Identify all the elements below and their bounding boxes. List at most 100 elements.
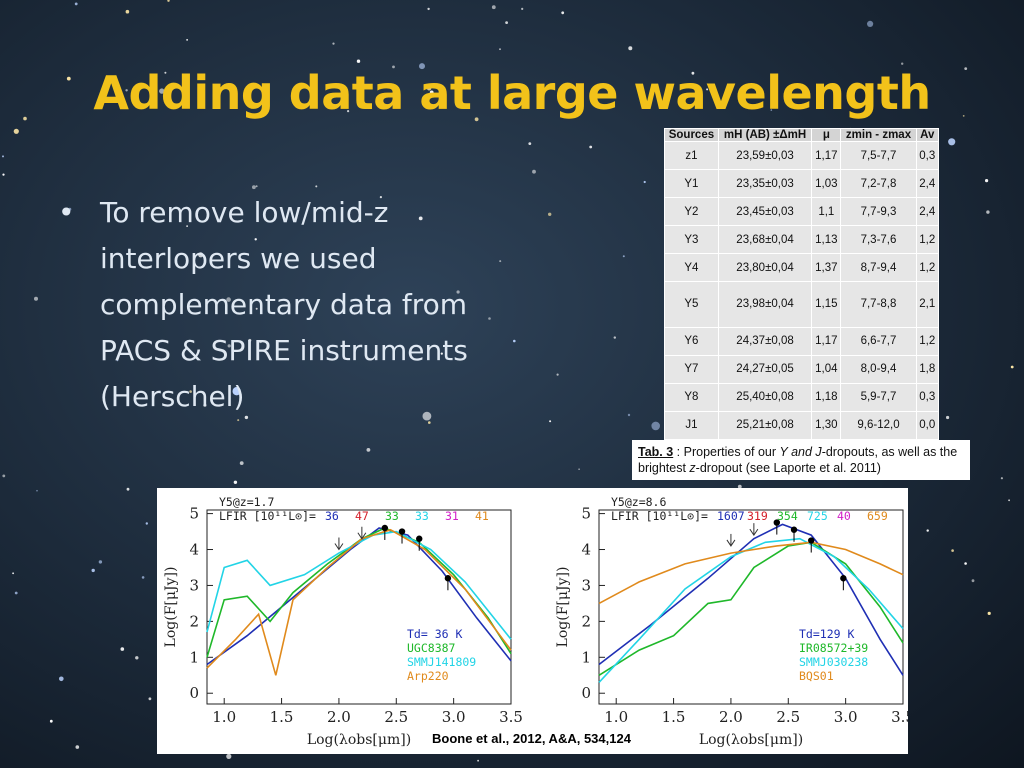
- star-icon: [2, 155, 4, 158]
- star-icon: [589, 145, 593, 149]
- x-tick-label: 3.0: [442, 708, 466, 726]
- lfir-value: 319: [747, 509, 768, 523]
- star-icon: [148, 697, 152, 701]
- x-axis-label: Log(λobs[μm]): [699, 732, 803, 748]
- x-tick-label: 1.5: [270, 708, 294, 726]
- star-icon: [962, 115, 965, 117]
- table-cell: 1,18: [811, 382, 842, 412]
- star-icon: [737, 484, 742, 489]
- star-icon: [120, 647, 125, 651]
- star-icon: [126, 487, 130, 491]
- table-cell: 24,27±0,05: [717, 354, 813, 384]
- star-icon: [548, 212, 552, 216]
- table-cell: Y4: [664, 253, 719, 282]
- legend-entry: Td=129 K: [799, 627, 854, 641]
- table-cell: Y2: [664, 197, 719, 226]
- star-icon: [440, 352, 443, 355]
- series-line: [206, 528, 512, 676]
- star-icon: [12, 572, 15, 575]
- star-icon: [203, 403, 207, 407]
- table-header: mH (AB) ±ΔmH: [717, 128, 813, 142]
- table-cell: 25,21±0,08: [717, 410, 813, 441]
- lfir-value: 354: [777, 509, 798, 523]
- star-icon: [643, 180, 646, 184]
- table-cell: 1,13: [811, 225, 842, 254]
- table-header: μ: [811, 128, 842, 142]
- table-cell: 7,5-7,7: [840, 141, 917, 170]
- star-icon: [254, 238, 257, 241]
- table-cell: 1,2: [915, 225, 940, 254]
- legend-entry: Td= 36 K: [407, 627, 462, 641]
- star-icon: [427, 7, 430, 11]
- star-icon: [521, 7, 524, 10]
- table-cell: 7,7-8,8: [840, 281, 917, 328]
- table-caption: Tab. 3 : Properties of our Y and J-dropo…: [632, 440, 970, 480]
- table-row: Y3 23,68±0,04 1,13 7,3-7,6 1,2: [664, 225, 940, 254]
- x-tick-label: 3.5: [499, 708, 523, 726]
- y-tick-label: 5: [189, 505, 199, 523]
- star-icon: [49, 719, 53, 723]
- star-icon: [418, 216, 423, 221]
- star-icon: [986, 210, 990, 214]
- table-cell: 1,17: [811, 141, 842, 170]
- lfir-value: 31: [445, 509, 459, 523]
- table-cell: 0,3: [915, 141, 940, 170]
- bullet-text: To remove low/mid-z interlopers we used …: [100, 196, 468, 413]
- properties-table: Sources mH (AB) ±ΔmH μ zmin - zmax Av z1…: [664, 128, 940, 441]
- star-icon: [964, 67, 968, 70]
- star-icon: [227, 344, 231, 348]
- data-point: [398, 528, 406, 535]
- star-icon: [332, 42, 335, 45]
- star-icon: [964, 562, 967, 565]
- lfir-value: 725: [807, 509, 828, 523]
- star-icon: [186, 225, 188, 227]
- star-icon: [2, 173, 5, 176]
- table-cell: 1,30: [811, 410, 842, 441]
- table-row: Y7 24,27±0,05 1,04 8,0-9,4 1,8: [664, 354, 940, 384]
- star-icon: [91, 568, 95, 573]
- star-icon: [429, 90, 434, 95]
- table-cell: 9,6-12,0: [840, 410, 917, 441]
- lfir-label: LFIR [10¹¹L⊙]=: [219, 509, 316, 523]
- table-cell: Y5: [664, 281, 719, 328]
- lfir-value: 659: [867, 509, 888, 523]
- star-icon: [948, 138, 956, 146]
- star-icon: [232, 387, 241, 396]
- star-icon: [556, 373, 559, 376]
- y-tick-label: 3: [189, 576, 199, 594]
- table-cell: 23,59±0,03: [717, 141, 813, 170]
- y-tick-label: 4: [581, 541, 591, 559]
- table-cell: J1: [664, 410, 719, 441]
- star-icon: [505, 21, 508, 24]
- table-row: J1 25,21±0,08 1,30 9,6-12,0 0,0: [664, 410, 940, 441]
- y-tick-label: 3: [581, 576, 591, 594]
- star-icon: [477, 759, 479, 762]
- star-icon: [189, 390, 192, 393]
- table-row: Y1 23,35±0,03 1,03 7,2-7,8 2,4: [664, 169, 940, 198]
- star-icon: [66, 76, 71, 81]
- star-icon: [226, 753, 232, 760]
- table-cell: 1,17: [811, 326, 842, 356]
- star-icon: [34, 296, 38, 301]
- legend-entry: BQS01: [799, 669, 834, 683]
- table-cell: 1,04: [811, 354, 842, 384]
- star-icon: [706, 88, 709, 91]
- x-tick-label: 1.0: [212, 708, 236, 726]
- lfir-value: 33: [385, 509, 399, 523]
- star-icon: [116, 359, 119, 362]
- table-cell: Y7: [664, 354, 719, 384]
- y-tick-label: 1: [581, 648, 591, 666]
- reference-citation: Boone et al., 2012, A&A, 534,124: [432, 731, 631, 746]
- star-icon: [2, 474, 6, 478]
- caption-text: -dropout (see Laporte et al. 2011): [695, 461, 881, 475]
- star-icon: [561, 11, 565, 15]
- plot-frame: [598, 509, 904, 705]
- table-cell: 1,15: [811, 281, 842, 328]
- plot-title: Y5@z=8.6: [611, 495, 666, 509]
- x-tick-label: 2.5: [776, 708, 800, 726]
- data-point: [416, 535, 423, 542]
- star-icon: [167, 0, 170, 2]
- table-cell: 7,2-7,8: [840, 169, 917, 198]
- series-line: [206, 530, 512, 640]
- series-line: [598, 523, 904, 676]
